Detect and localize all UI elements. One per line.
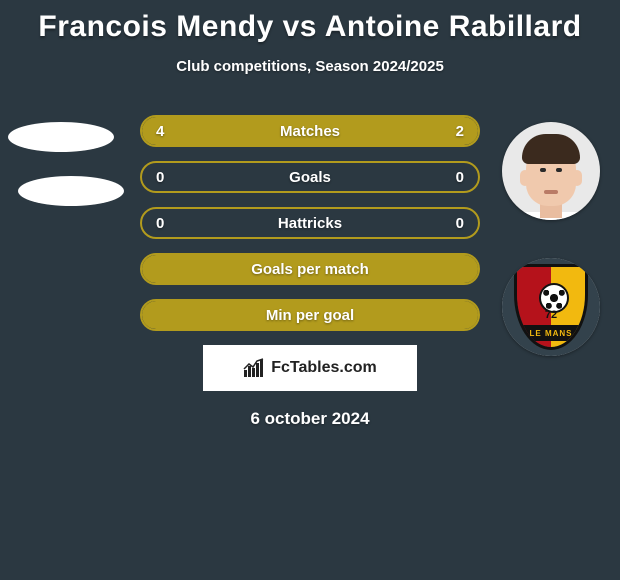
stat-bar: 00Hattricks xyxy=(140,207,480,239)
stat-label: Min per goal xyxy=(142,301,478,329)
stat-bar: 42Matches xyxy=(140,115,480,147)
watermark-text: FcTables.com xyxy=(271,359,377,377)
stat-bar: Goals per match xyxy=(140,253,480,285)
stat-label: Goals per match xyxy=(142,255,478,283)
left-player-avatar xyxy=(8,122,114,152)
stat-label: Matches xyxy=(142,117,478,145)
page-title: Francois Mendy vs Antoine Rabillard xyxy=(0,0,620,44)
left-club-logo xyxy=(18,176,124,206)
right-player-avatar xyxy=(502,122,600,220)
stat-bar: 00Goals xyxy=(140,161,480,193)
bar-chart-icon xyxy=(243,358,265,378)
badge-band-text: LE MANS xyxy=(517,325,585,341)
date-label: 6 october 2024 xyxy=(0,409,620,429)
subtitle: Club competitions, Season 2024/2025 xyxy=(0,58,620,75)
badge-number: 72 xyxy=(517,309,585,321)
comparison-bars: 42Matches 00Goals 00Hattricks Goals per mat… xyxy=(140,115,480,331)
watermark: FcTables.com xyxy=(203,345,417,391)
stat-bar: Min per goal xyxy=(140,299,480,331)
stat-label: Goals xyxy=(142,163,478,191)
right-club-logo: 72 LE MANS xyxy=(502,258,600,356)
stat-label: Hattricks xyxy=(142,209,478,237)
